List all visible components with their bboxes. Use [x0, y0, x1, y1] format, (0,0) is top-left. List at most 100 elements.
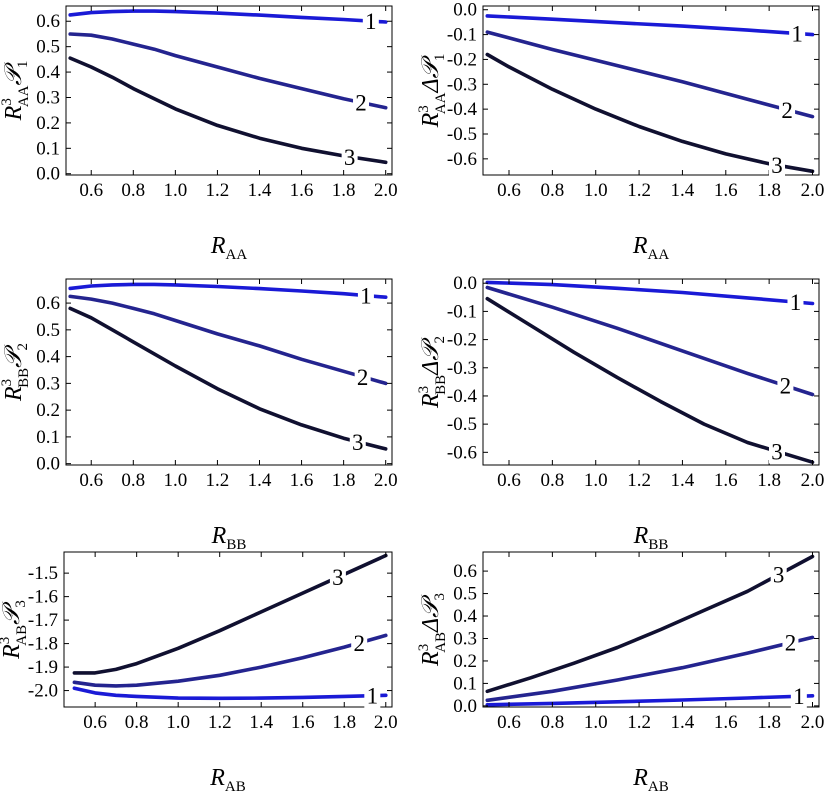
series-label-halo: [790, 684, 807, 709]
plot-frame: [482, 551, 820, 708]
plot-frame: [482, 278, 820, 466]
x-tick-label: 1.0: [163, 470, 187, 491]
series-line-3: [485, 296, 815, 464]
series-label-halo: [782, 630, 799, 655]
series-line-2: [72, 633, 388, 688]
y-tick-label: 0.0: [36, 164, 60, 185]
y-tick-label: -0.6: [447, 149, 477, 170]
y-tick-label: 0.2: [36, 113, 60, 134]
series-label-halo: [779, 97, 796, 122]
series-label-2: 2: [355, 90, 367, 115]
series-label-1: 1: [793, 684, 805, 709]
y-tick-label: 0.3: [36, 87, 60, 108]
series-line-3: [485, 554, 815, 694]
x-tick-label: 1.2: [206, 470, 230, 491]
y-tick-label: -0.2: [447, 49, 477, 70]
y-tick-label: 0.0: [36, 454, 60, 475]
x-tick-label: 1.4: [248, 470, 272, 491]
series-label-3: 3: [771, 153, 783, 178]
series-label-halo: [787, 290, 804, 315]
y-axis-label-text: R3BB𝒫2: [0, 343, 32, 402]
series-line-3: [68, 306, 388, 451]
x-tick-label: 0.6: [497, 712, 521, 733]
y-tick-label: 0.1: [36, 138, 60, 159]
y-tick-label: -1.6: [28, 587, 58, 608]
series-line-3: [68, 56, 388, 165]
y-tick-label: 0.0: [453, 273, 477, 294]
y-axis-label-text: R3AAΔ𝒫1: [416, 54, 449, 129]
y-tick-label: 0.4: [36, 62, 60, 83]
x-tick-label: 0.8: [540, 712, 564, 733]
x-tick-label: 0.6: [79, 180, 103, 201]
series-line-1: [72, 686, 388, 701]
y-axis-label: R3ABΔ𝒫3: [416, 593, 449, 667]
x-tick-label: 2.0: [374, 180, 398, 201]
panel-p1: 0.6 0.8 1.0 1.2 1.4 1.6 1.8 2.0 0.0 0.1 0.2 0.3 0.4 0…: [0, 5, 398, 263]
x-tick-label: 1.4: [671, 712, 695, 733]
series-label-halo: [364, 683, 381, 708]
series-line-2: [68, 32, 388, 110]
x-tick-label: 1.6: [714, 180, 738, 201]
x-tick-label: 1.0: [584, 180, 608, 201]
panel-p5: 0.6 0.8 1.0 1.2 1.4 1.6 1.8 2.0 -2.0 -1.9-1.8 -1.7…: [0, 551, 398, 795]
x-tick-label: 1.2: [627, 712, 651, 733]
x-tick-label: 1.0: [584, 470, 608, 491]
x-tick-label: 2.0: [374, 712, 398, 733]
x-axis-label: RAB: [632, 765, 669, 795]
series-line-3: [485, 52, 815, 174]
plot-frame: [65, 5, 393, 176]
series-line-2: [68, 294, 388, 386]
x-tick-label: 1.8: [332, 180, 356, 201]
series-line-1: [485, 14, 815, 37]
x-axis-label: RBB: [633, 523, 669, 553]
plot-frame: [482, 5, 820, 176]
y-tick-label: 0.4: [36, 347, 60, 368]
series-label-1: 1: [360, 284, 372, 309]
y-tick-label: -1.8: [28, 634, 58, 655]
x-tick-label: 1.8: [757, 470, 781, 491]
series-line-3: [72, 553, 388, 675]
x-tick-label: 0.8: [121, 470, 145, 491]
x-tick-label: 1.0: [166, 712, 190, 733]
y-tick-label: -0.4: [447, 99, 478, 120]
y-axis-label: R3BB𝒫2: [0, 343, 32, 402]
y-tick-label: -1.9: [28, 657, 58, 678]
y-tick-label: 0.6: [453, 561, 477, 582]
x-tick-label: 1.8: [332, 470, 356, 491]
series-label-1: 1: [365, 9, 377, 34]
series-label-halo: [789, 21, 806, 46]
y-tick-label: 0.3: [453, 628, 477, 649]
y-tick-label: 0.0: [453, 696, 477, 717]
y-tick-label: -0.2: [447, 330, 477, 351]
series-label-halo: [349, 429, 366, 454]
series-label-2: 2: [357, 365, 369, 390]
y-tick-label: -1.7: [28, 610, 58, 631]
y-axis-label: R3AAΔ𝒫1: [416, 54, 449, 129]
y-tick-label: -0.4: [447, 386, 478, 407]
series-line-1: [68, 9, 388, 24]
x-tick-label: 1.6: [714, 712, 738, 733]
y-tick-label: -0.5: [447, 124, 477, 145]
series-label-3: 3: [773, 563, 785, 588]
y-tick-label: 0.3: [36, 373, 60, 394]
x-axis-label: RBB: [211, 523, 247, 553]
x-tick-label: 1.4: [248, 180, 272, 201]
plot-frame: [65, 278, 393, 466]
series-label-halo: [769, 439, 785, 464]
series-label-halo: [351, 630, 368, 655]
x-tick-label: 0.8: [125, 712, 149, 733]
series-label-halo: [353, 90, 370, 115]
x-tick-label: 0.6: [83, 712, 107, 733]
series-line-2: [485, 635, 815, 703]
x-tick-label: 0.6: [79, 470, 103, 491]
y-tick-label: -0.5: [447, 414, 477, 435]
x-tick-label: 2.0: [801, 712, 825, 733]
x-tick-label: 1.0: [584, 712, 608, 733]
x-tick-label: 0.6: [497, 470, 521, 491]
y-tick-label: 0.5: [453, 584, 477, 605]
y-axis-label-text: R3AA𝒫1: [0, 61, 32, 122]
series-label-2: 2: [781, 98, 793, 123]
y-tick-label: -2.0: [28, 681, 58, 702]
series-label-1: 1: [367, 684, 379, 709]
